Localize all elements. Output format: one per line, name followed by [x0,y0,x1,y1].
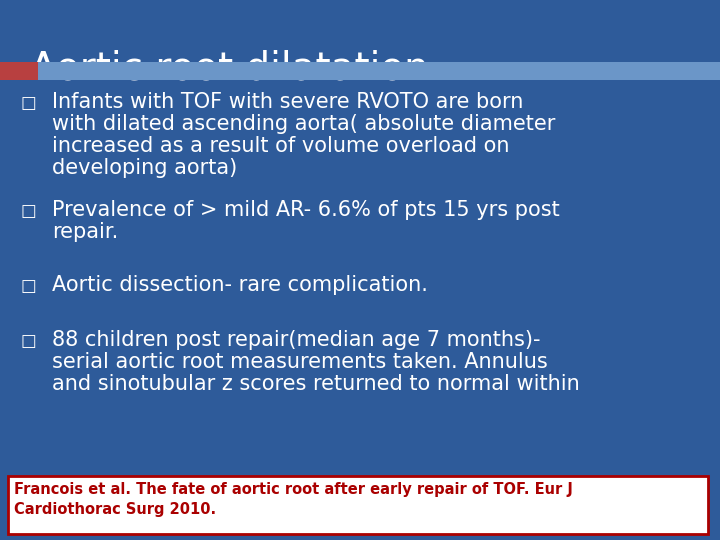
Text: repair.: repair. [52,222,118,242]
Text: Prevalence of > mild AR- 6.6% of pts 15 yrs post: Prevalence of > mild AR- 6.6% of pts 15 … [52,200,559,220]
Text: Aortic dissection- rare complication.: Aortic dissection- rare complication. [52,275,428,295]
Text: □: □ [20,94,36,112]
Text: and sinotubular z scores returned to normal within: and sinotubular z scores returned to nor… [52,374,580,394]
Text: □: □ [20,277,36,295]
FancyBboxPatch shape [8,476,708,534]
Text: serial aortic root measurements taken. Annulus: serial aortic root measurements taken. A… [52,352,548,372]
Text: Infants with TOF with severe RVOTO are born: Infants with TOF with severe RVOTO are b… [52,92,523,112]
Text: Aortic root dilatation: Aortic root dilatation [30,50,428,88]
Text: □: □ [20,202,36,220]
Bar [38,62,720,80]
Text: increased as a result of volume overload on: increased as a result of volume overload… [52,136,510,156]
Text: □: □ [20,332,36,350]
Bar [0,62,38,80]
Text: developing aorta): developing aorta) [52,158,238,178]
Text: Francois et al. The fate of aortic root after early repair of TOF. Eur J
Cardiot: Francois et al. The fate of aortic root … [14,482,573,517]
Text: with dilated ascending aorta( absolute diameter: with dilated ascending aorta( absolute d… [52,114,555,134]
Text: 88 children post repair(median age 7 months)-: 88 children post repair(median age 7 mon… [52,330,541,350]
